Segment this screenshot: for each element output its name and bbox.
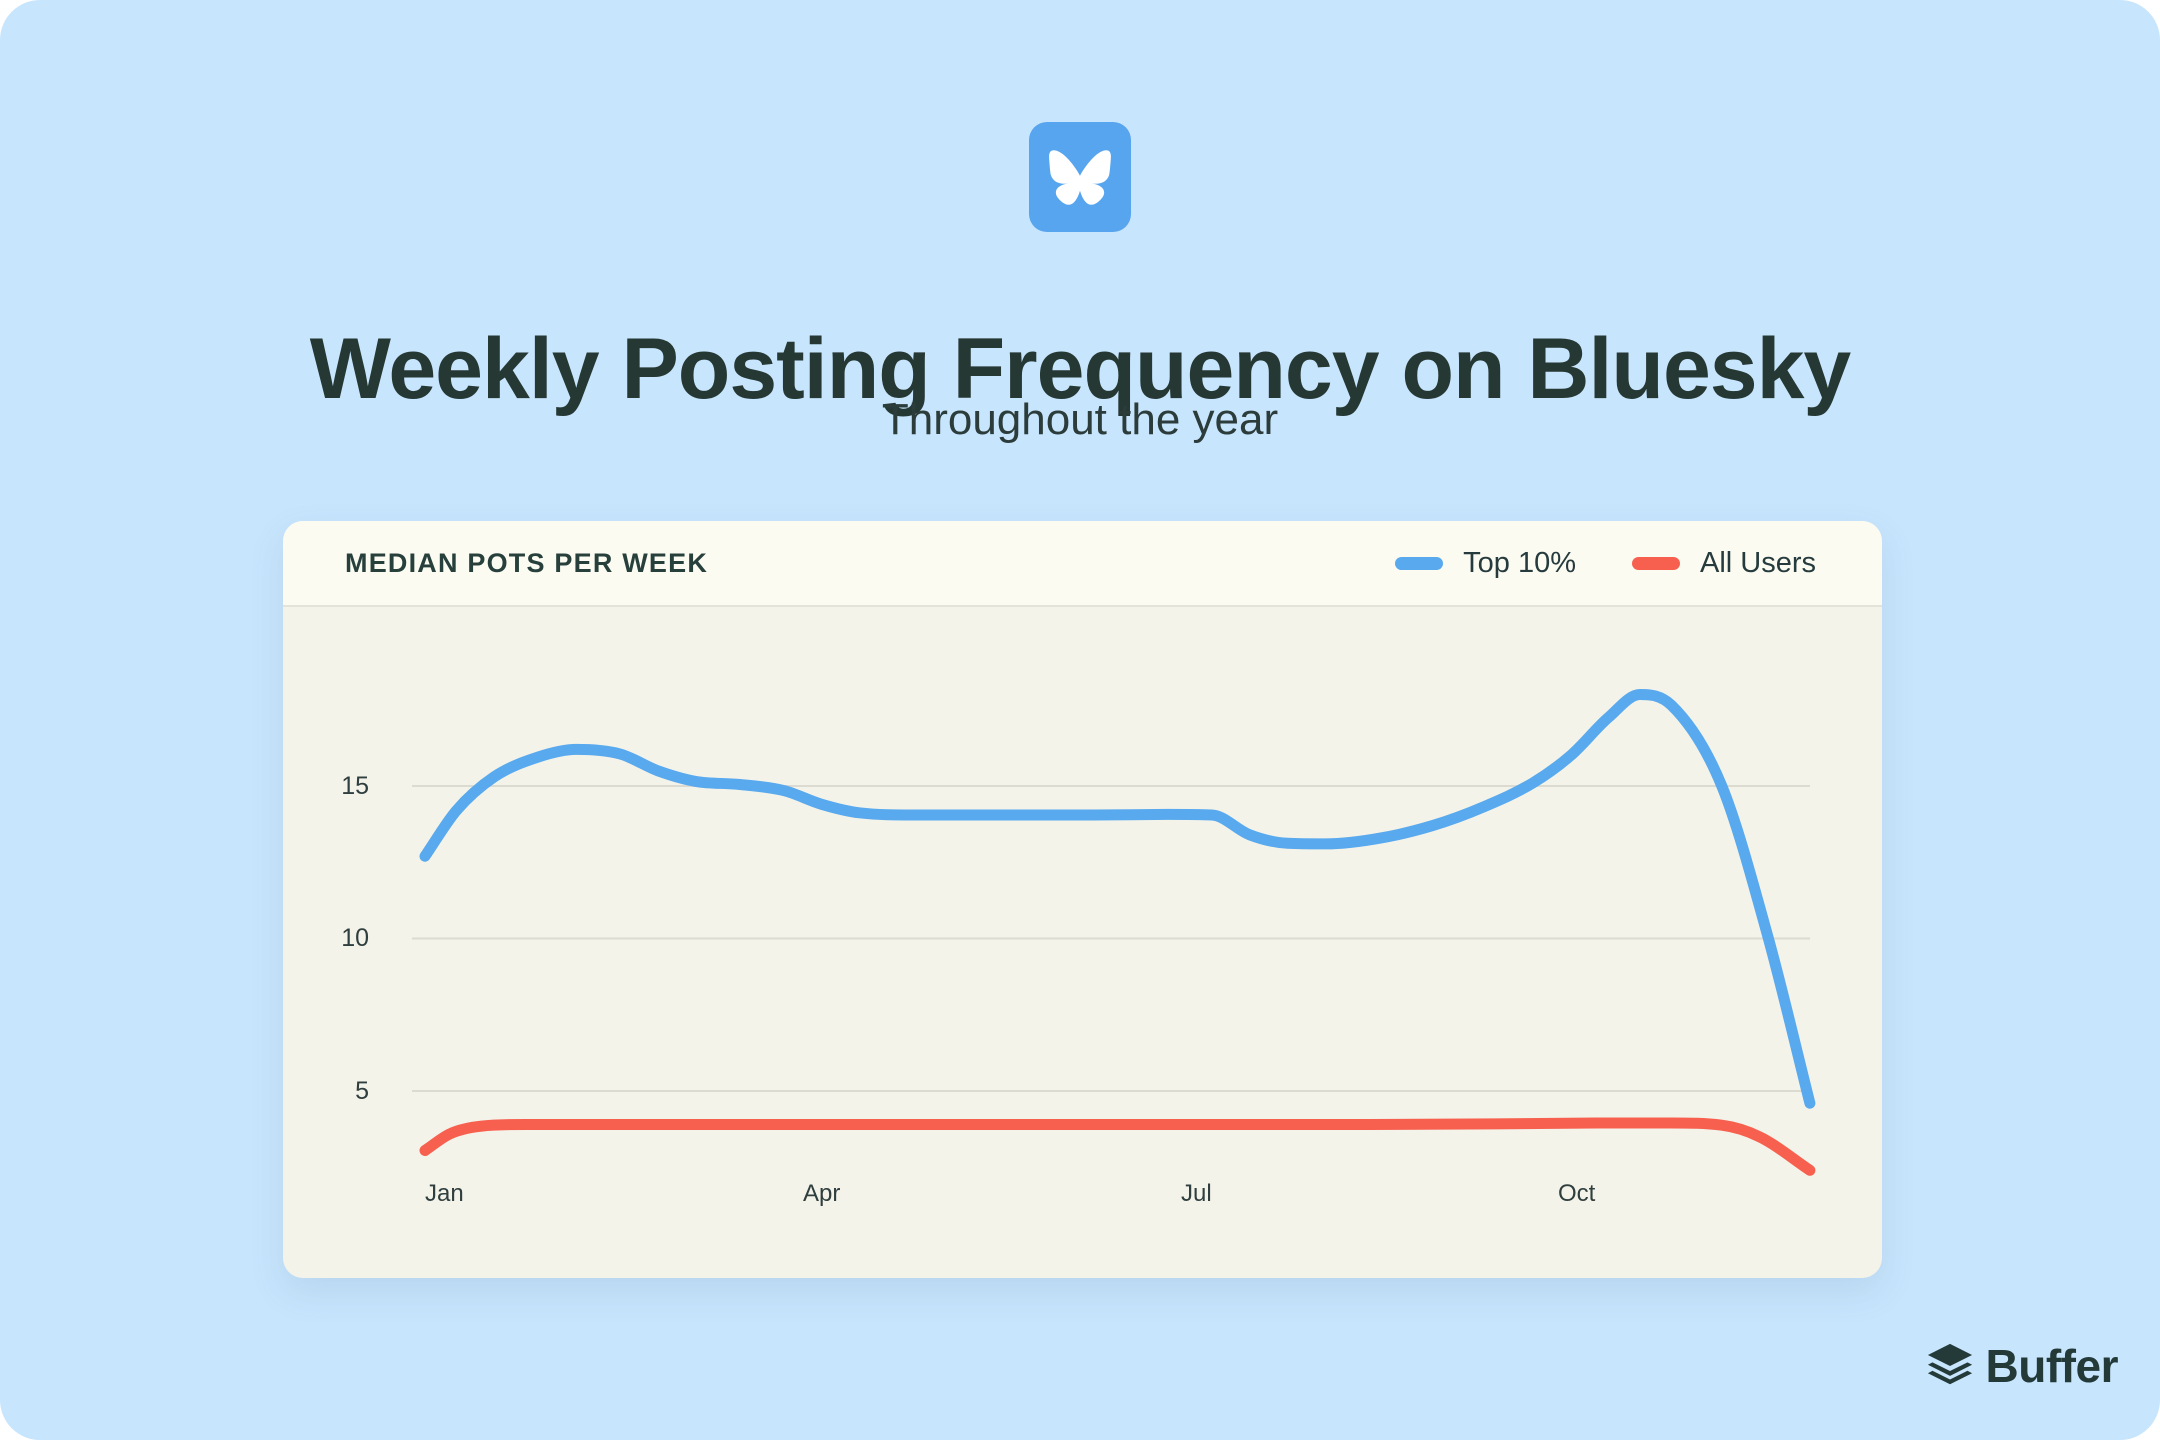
x-axis-tick-apr: Apr [803,1180,841,1207]
y-axis-tick-15: 15 [341,772,369,800]
chart-card: MEDIAN POTS PER WEEK Top 10% All Users 1… [283,521,1882,1278]
bluesky-logo-badge [1029,122,1131,232]
plot-area: 15 10 5 Jan Apr Jul Oct [283,607,1882,1278]
legend-swatch-top10 [1395,556,1444,570]
page-subtitle: Throughout the year [881,395,1279,444]
buffer-layers-icon [1927,1343,1972,1385]
y-axis-tick-5: 5 [355,1077,369,1105]
legend-item-top10: Top 10% [1395,547,1576,580]
chart-legend: Top 10% All Users [1395,547,1816,580]
line-chart [412,689,1816,1176]
legend-label-top10: Top 10% [1463,546,1576,579]
bluesky-butterfly-icon [1049,149,1111,205]
buffer-wordmark: Buffer [1985,1340,2119,1392]
x-axis-tick-jan: Jan [425,1180,464,1207]
y-axis-tick-10: 10 [341,924,369,952]
page-title: Weekly Posting Frequency on Bluesky [309,320,1852,417]
legend-label-allusers: All Users [1699,546,1816,579]
x-axis-tick-jul: Jul [1181,1180,1212,1207]
chart-title: MEDIAN POTS PER WEEK [345,547,709,578]
legend-swatch-allusers [1631,556,1680,570]
buffer-logo: Buffer [1926,1340,2119,1392]
chart-card-header: MEDIAN POTS PER WEEK Top 10% All Users [283,521,1882,607]
x-axis-tick-oct: Oct [1558,1180,1596,1207]
legend-item-allusers: All Users [1631,546,1816,580]
